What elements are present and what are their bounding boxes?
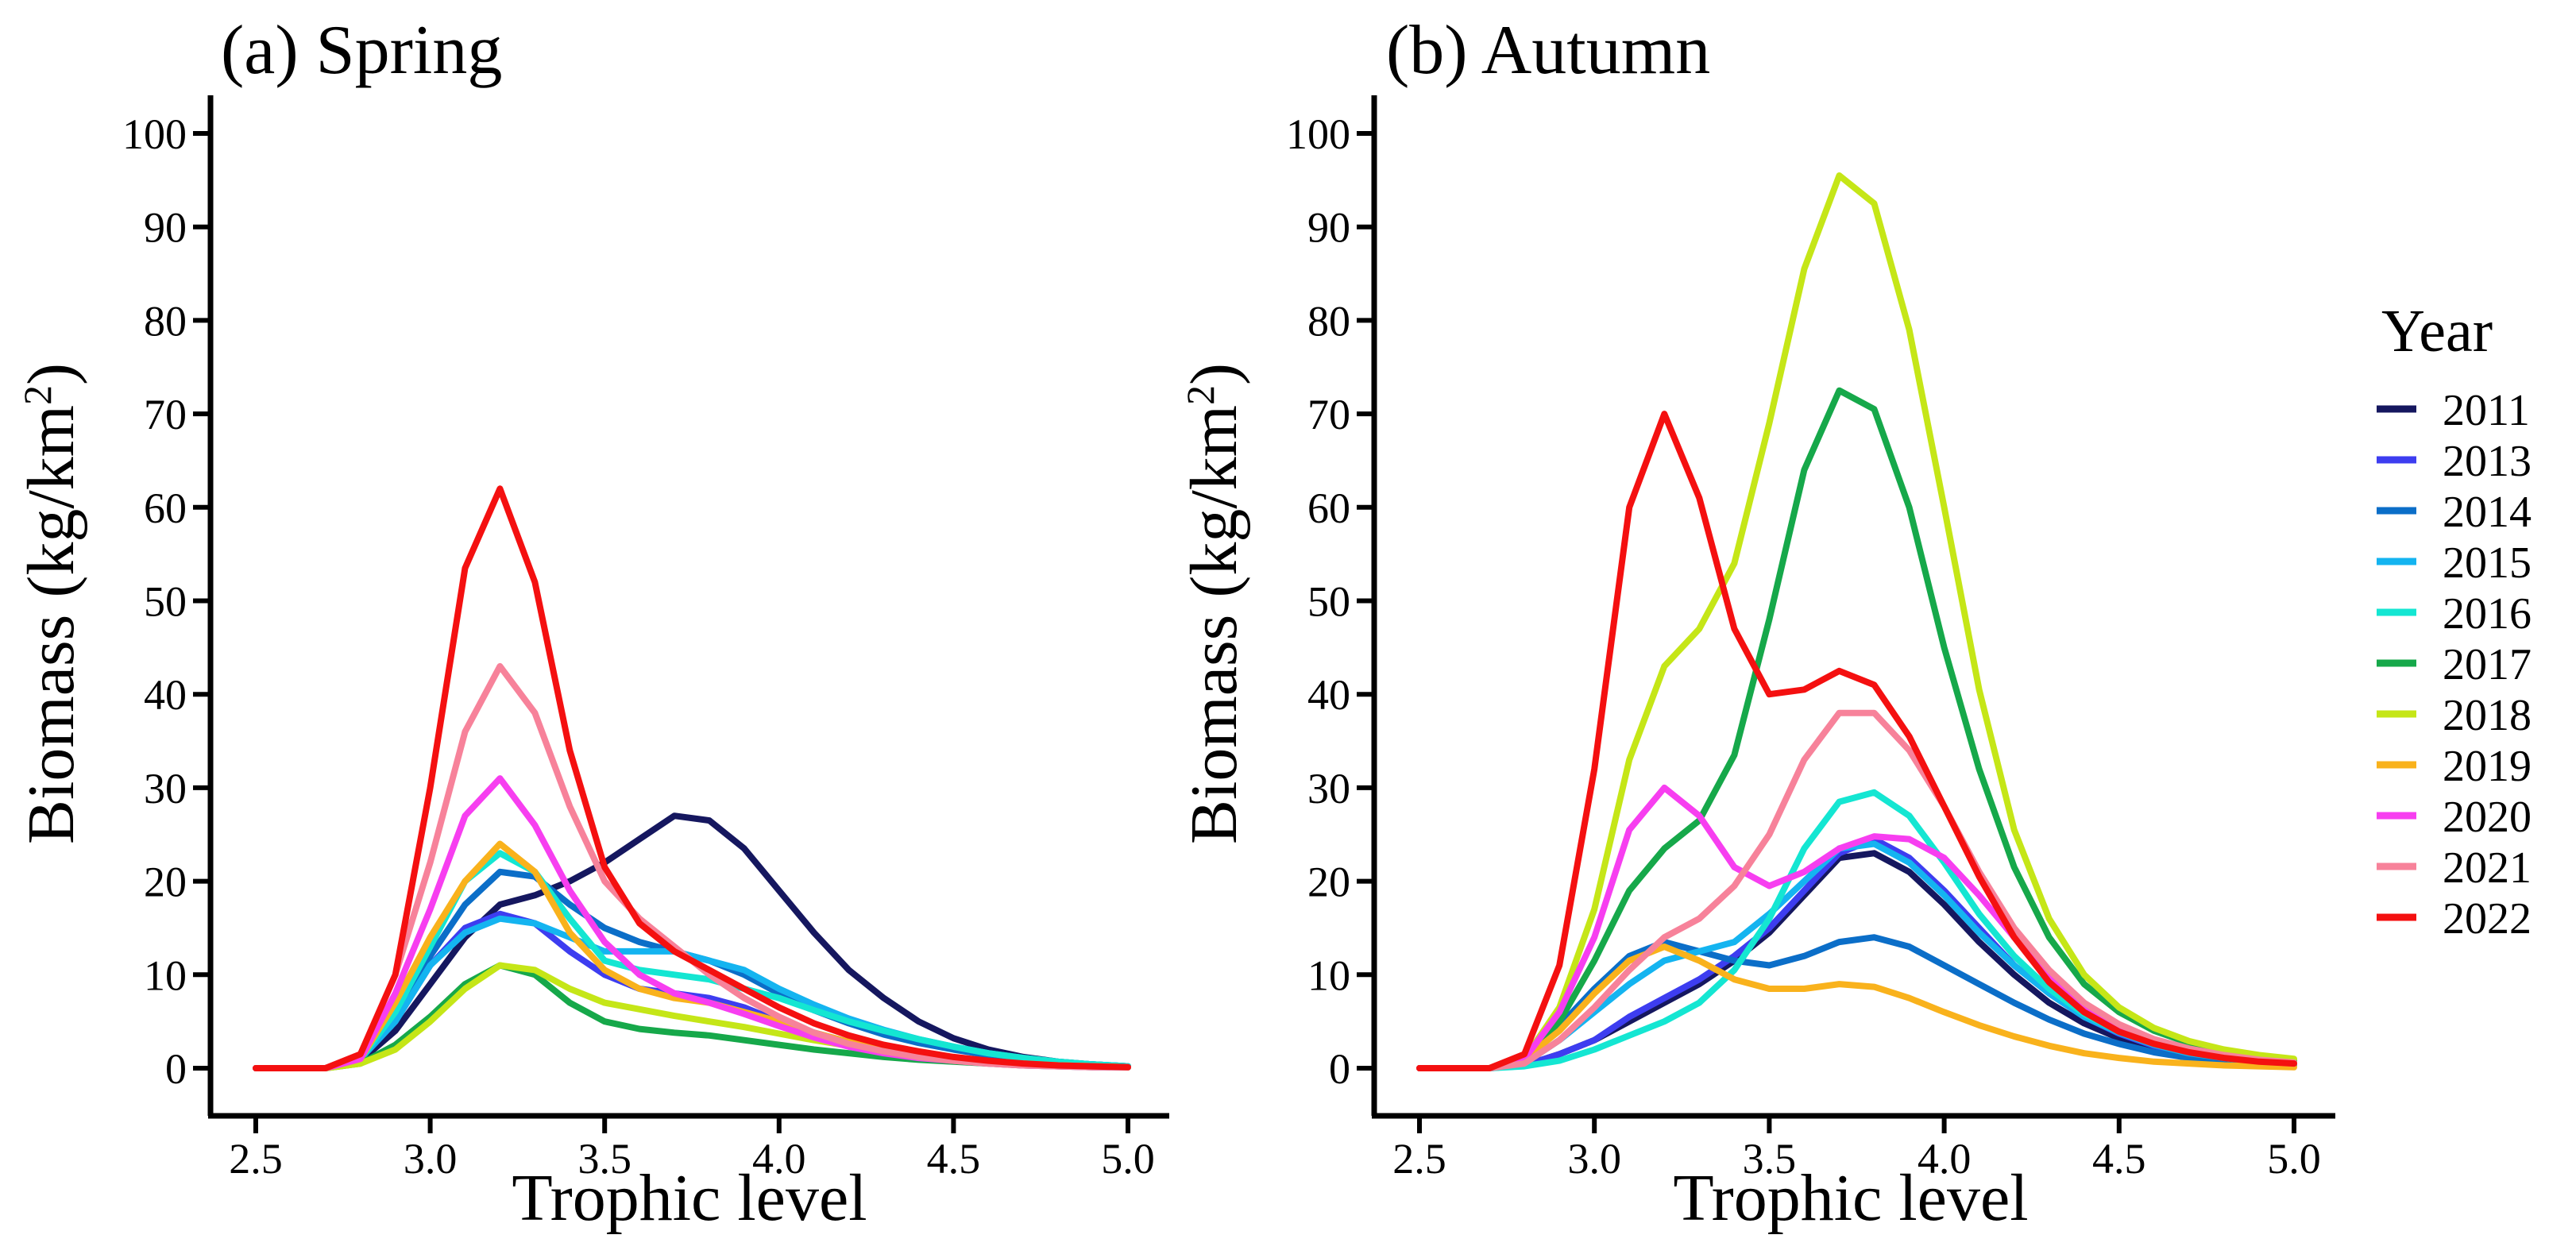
- autumn-y-tick-label: 10: [1307, 951, 1350, 999]
- legend-label-2017: 2017: [2443, 640, 2532, 689]
- legend-label-2020: 2020: [2443, 793, 2532, 842]
- spring-x-tick-label: 4.5: [927, 1135, 981, 1183]
- legend-label-2011: 2011: [2443, 386, 2530, 435]
- spring-y-tick-label: 0: [165, 1045, 187, 1093]
- autumn-y-tick-label: 60: [1307, 484, 1350, 532]
- autumn-y-tick-label: 50: [1307, 578, 1350, 626]
- autumn-series-line-2020: [1416, 784, 2297, 1071]
- autumn-chart-title: (b) Autumn: [1386, 12, 1710, 89]
- legend-label-2015: 2015: [2443, 538, 2532, 588]
- spring-x-tick-label: 2.5: [229, 1135, 283, 1183]
- autumn-y-axis-label: Biomass (kg/km2): [1177, 363, 1251, 844]
- autumn-series-line-2019: [1416, 944, 2297, 1071]
- legend-title: Year: [2381, 298, 2493, 365]
- autumn-y-tick-label: 90: [1307, 204, 1350, 252]
- legend-label-2016: 2016: [2443, 589, 2532, 639]
- autumn-series-line-2017: [1416, 387, 2297, 1071]
- spring-series-line-2011: [253, 812, 1131, 1071]
- autumn-series-line-2022: [1416, 411, 2297, 1071]
- autumn-y-tick-label: 70: [1307, 391, 1350, 438]
- autumn-x-tick-label: 3.0: [1567, 1135, 1621, 1183]
- spring-y-tick-label: 80: [144, 297, 187, 345]
- spring-x-tick-label: 5.0: [1101, 1135, 1155, 1183]
- autumn-y-tick-label: 20: [1307, 859, 1350, 906]
- autumn-x-tick-label: 4.0: [1918, 1135, 1972, 1183]
- spring-y-tick-label: 90: [144, 204, 187, 252]
- spring-y-tick-label: 20: [144, 859, 187, 906]
- legend-label-2014: 2014: [2443, 488, 2532, 537]
- autumn-series-line-2014: [1416, 934, 2297, 1071]
- spring-chart-title: (a) Spring: [221, 12, 502, 89]
- autumn-x-axis-label: Trophic level: [1673, 1161, 2028, 1235]
- spring-y-tick-label: 30: [144, 765, 187, 812]
- autumn-chart-panel: (b) Autumn Biomass (kg/km2) Trophic leve…: [1177, 12, 2335, 1235]
- spring-x-axis-label: Trophic level: [512, 1161, 867, 1235]
- autumn-y-tick-label: 0: [1329, 1045, 1350, 1093]
- autumn-y-tick-label: 30: [1307, 765, 1350, 812]
- spring-y-tick-label: 70: [144, 391, 187, 438]
- spring-y-tick-label: 50: [144, 578, 187, 626]
- spring-y-axis-label: Biomass (kg/km2): [14, 363, 88, 844]
- autumn-x-tick-label: 2.5: [1392, 1135, 1446, 1183]
- autumn-series-line-2018: [1416, 172, 2297, 1071]
- autumn-x-tick-label: 5.0: [2267, 1135, 2321, 1183]
- autumn-x-tick-label: 4.5: [2092, 1135, 2146, 1183]
- spring-x-tick-label: 3.0: [404, 1135, 458, 1183]
- autumn-x-tick-label: 3.5: [1743, 1135, 1797, 1183]
- legend-label-2013: 2013: [2443, 437, 2532, 486]
- spring-chart-panel: (a) Spring Biomass (kg/km2) Trophic leve…: [14, 12, 1169, 1235]
- spring-series-line-2016: [253, 850, 1131, 1071]
- legend-label-2019: 2019: [2443, 742, 2532, 791]
- legend-label-2018: 2018: [2443, 691, 2532, 740]
- autumn-y-tick-label: 80: [1307, 297, 1350, 345]
- spring-series-line-2022: [253, 485, 1131, 1071]
- spring-y-tick-label: 100: [122, 110, 187, 158]
- autumn-series-line-2021: [1416, 709, 2297, 1071]
- spring-y-tick-label: 40: [144, 671, 187, 719]
- legend-label-2022: 2022: [2443, 894, 2532, 944]
- autumn-y-tick-label: 40: [1307, 671, 1350, 719]
- year-legend: Year 20112013201420152016201720182019202…: [2377, 298, 2532, 944]
- legend-label-2021: 2021: [2443, 843, 2532, 893]
- spring-y-tick-label: 60: [144, 484, 187, 532]
- spring-x-tick-label: 4.0: [752, 1135, 806, 1183]
- autumn-y-tick-label: 100: [1286, 110, 1350, 158]
- spring-x-tick-label: 3.5: [577, 1135, 631, 1183]
- spring-y-tick-label: 10: [144, 951, 187, 999]
